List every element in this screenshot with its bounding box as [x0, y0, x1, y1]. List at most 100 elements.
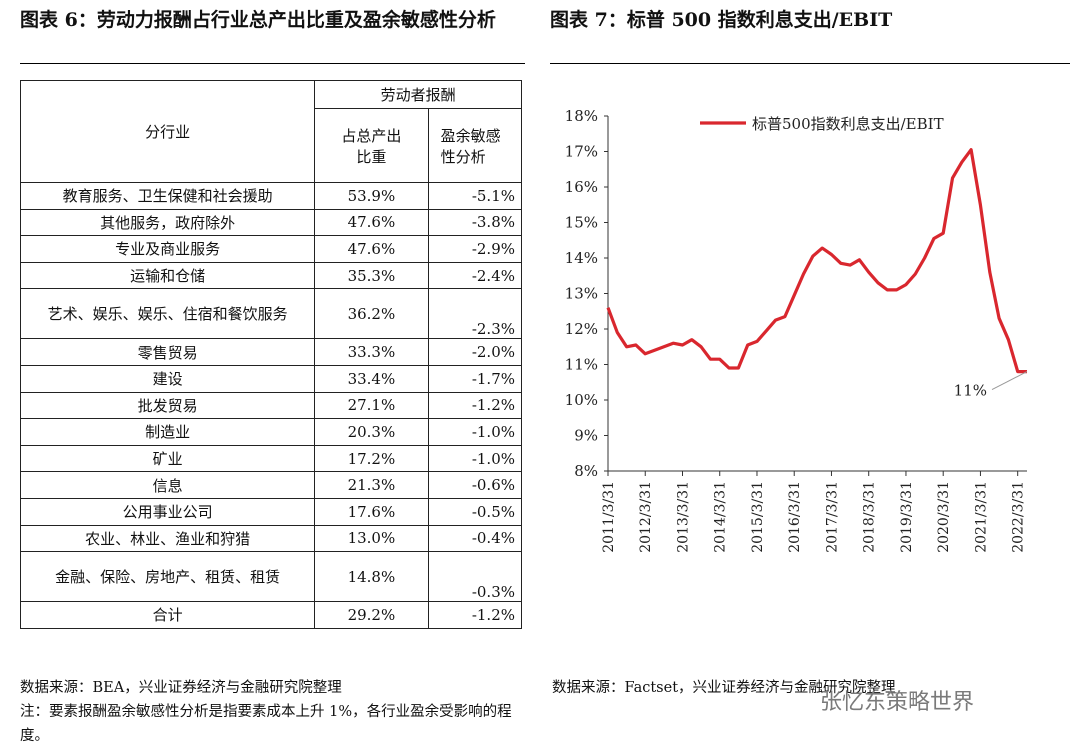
industry-cell: 其他服务，政府除外 [19, 208, 316, 237]
table-row: 其他服务，政府除外 47.6% -3.8% [19, 208, 523, 237]
sensitivity-cell: -0.3% [427, 551, 523, 603]
sensitivity-cell: -3.8% [427, 208, 523, 237]
table-row: 矿业 17.2% -1.0% [19, 444, 523, 473]
x-tick-label: 2013/3/31 [675, 481, 691, 553]
share-cell: 53.9% [314, 182, 429, 210]
x-tick-label: 2022/3/31 [1011, 481, 1027, 553]
sensitivity-cell: -2.3% [427, 288, 523, 340]
header-labor-compensation: 劳动者报酬 [314, 80, 522, 109]
x-tick-label: 2019/3/31 [899, 481, 915, 553]
share-cell: 13.0% [314, 524, 429, 553]
share-cell: 36.2% [314, 288, 429, 340]
table-row: 农业、林业、渔业和狩猎 13.0% -0.4% [19, 524, 523, 553]
end-value-label: 11% [954, 382, 987, 400]
left-note-text: 注：要素报酬盈余敏感性分析是指要素成本上升 1%，各行业盈余受影响的程度。 [20, 704, 512, 744]
industry-cell: 金融、保险、房地产、租赁、租赁 [19, 551, 316, 603]
y-tick-label: 8% [574, 462, 598, 480]
table-row: 批发贸易 27.1% -1.2% [19, 391, 523, 420]
share-cell: 33.3% [314, 338, 429, 366]
y-tick-label: 9% [574, 427, 598, 445]
x-tick-label: 2020/3/31 [936, 481, 952, 553]
sensitivity-cell: -1.0% [427, 418, 523, 446]
table-row: 运输和仓储 35.3% -2.4% [19, 261, 523, 290]
share-cell: 17.6% [314, 497, 429, 526]
sensitivity-cell: -0.5% [427, 497, 523, 526]
share-cell: 27.1% [314, 391, 429, 420]
industry-cell: 建设 [19, 364, 316, 393]
x-tick-label: 2012/3/31 [638, 481, 654, 553]
y-tick-label: 14% [565, 249, 598, 267]
sensitivity-cell: -1.0% [427, 444, 523, 473]
x-tick-label: 2017/3/31 [824, 481, 840, 553]
x-tick-label: 2015/3/31 [750, 481, 766, 553]
industry-cell: 公用事业公司 [19, 497, 316, 526]
table-body: 教育服务、卫生保健和社会援助 53.9% -5.1% 其他服务，政府除外 47.6% -3… [19, 182, 523, 629]
header-industry: 分行业 [19, 80, 316, 183]
share-cell: 35.3% [314, 261, 429, 290]
sensitivity-cell: -5.1% [427, 182, 523, 210]
industry-cell: 制造业 [19, 418, 316, 446]
y-tick-label: 12% [565, 320, 598, 338]
y-tick-label: 11% [565, 356, 598, 374]
sensitivity-cell: -2.4% [427, 261, 523, 290]
header-share: 占总产出比重 [314, 108, 429, 183]
left-source-block: 数据来源：BEA，兴业证券经济与金融研究院整理 注：要素报酬盈余敏感性分析是指要… [20, 676, 540, 748]
y-tick-label: 17% [565, 143, 598, 161]
table-row: 金融、保险、房地产、租赁、租赁 14.8% -0.3% [19, 551, 523, 603]
left-figure-title: 图表 6：劳动力报酬占行业总产出比重及盈余敏感性分析 [20, 9, 496, 31]
end-label-leader [991, 371, 1028, 391]
industry-cell: 农业、林业、渔业和狩猎 [19, 524, 316, 553]
share-cell: 47.6% [314, 235, 429, 263]
y-tick-label: 15% [565, 214, 598, 232]
table-row: 艺术、娱乐、娱乐、住宿和餐饮服务 36.2% -2.3% [19, 288, 523, 340]
table-row: 信息 21.3% -0.6% [19, 471, 523, 499]
y-tick-label: 16% [565, 178, 598, 196]
share-cell: 21.3% [314, 471, 429, 499]
industry-cell: 合计 [19, 601, 316, 629]
legend-label: 标普500指数利息支出/EBIT [752, 115, 944, 133]
table-row: 公用事业公司 17.6% -0.5% [19, 497, 523, 526]
industry-cell: 信息 [19, 471, 316, 499]
labor-compensation-table: 分行业 劳动者报酬 占总产出比重 盈余敏感性分析 教育服务、卫生保健和社会援助 5… [19, 80, 523, 629]
header-sensitivity: 盈余敏感性分析 [427, 108, 523, 183]
sensitivity-cell: -2.9% [427, 235, 523, 263]
left-source-text: 数据来源：BEA，兴业证券经济与金融研究院整理 [20, 680, 342, 696]
watermark: 张忆东策略世界 [820, 690, 975, 715]
table-row: 建设 33.4% -1.7% [19, 364, 523, 393]
share-cell: 33.4% [314, 364, 429, 393]
y-tick-label: 10% [565, 391, 598, 409]
sensitivity-cell: -1.2% [427, 391, 523, 420]
share-cell: 29.2% [314, 601, 429, 629]
table-row: 教育服务、卫生保健和社会援助 53.9% -5.1% [19, 182, 523, 210]
table-row: 制造业 20.3% -1.0% [19, 418, 523, 446]
sensitivity-cell: -0.6% [427, 471, 523, 499]
right-source-text: 数据来源：Factset，兴业证券经济与金融研究院整理 [552, 680, 896, 696]
industry-cell: 矿业 [19, 444, 316, 473]
x-tick-label: 2016/3/31 [787, 481, 803, 553]
industry-cell: 零售贸易 [19, 338, 316, 366]
x-tick-label: 2021/3/31 [973, 481, 989, 553]
y-tick-label: 13% [565, 285, 598, 303]
share-cell: 20.3% [314, 418, 429, 446]
table-row: 合计 29.2% -1.2% [19, 601, 523, 629]
interest-ebit-chart: 8% 9% 10% 11% 12% 13% 14% 15% 16% 17% 18% 2011/3/31… [565, 107, 1028, 553]
x-tick-label: 2018/3/31 [862, 481, 878, 553]
table-row: 专业及商业服务 47.6% -2.9% [19, 235, 523, 263]
right-title-rule [550, 63, 1070, 64]
sensitivity-cell: -1.2% [427, 601, 523, 629]
series-line [606, 148, 1027, 374]
y-tick-label: 18% [565, 107, 598, 125]
sensitivity-cell: -1.7% [427, 364, 523, 393]
right-figure-title: 图表 7：标普 500 指数利息支出/EBIT [550, 9, 893, 31]
industry-cell: 专业及商业服务 [19, 235, 316, 263]
share-cell: 14.8% [314, 551, 429, 603]
industry-cell: 批发贸易 [19, 391, 316, 420]
sensitivity-cell: -0.4% [427, 524, 523, 553]
sensitivity-cell: -2.0% [427, 338, 523, 366]
industry-cell: 运输和仓储 [19, 261, 316, 290]
industry-cell: 教育服务、卫生保健和社会援助 [19, 182, 316, 210]
share-cell: 17.2% [314, 444, 429, 473]
x-tick-label: 2014/3/31 [713, 481, 729, 553]
industry-cell: 艺术、娱乐、娱乐、住宿和餐饮服务 [19, 288, 316, 340]
table-row: 零售贸易 33.3% -2.0% [19, 338, 523, 366]
